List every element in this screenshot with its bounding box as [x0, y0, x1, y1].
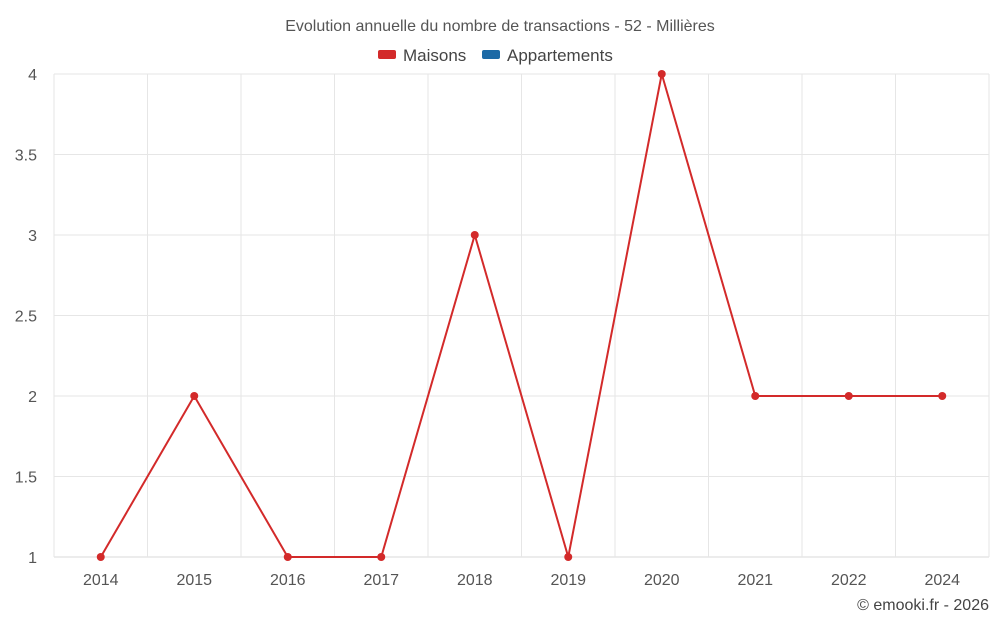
data-point[interactable] [470, 231, 479, 239]
data-point[interactable] [564, 553, 573, 561]
grid [53, 73, 990, 558]
legend-swatch-appartements [482, 50, 500, 59]
y-tick-label: 2 [28, 389, 37, 406]
data-point[interactable] [938, 392, 947, 400]
x-tick-label: 2020 [644, 572, 680, 589]
credit-text: © emooki.fr - 2026 [857, 597, 989, 614]
data-point[interactable] [96, 553, 105, 561]
series [96, 70, 947, 561]
y-tick-label: 1.5 [15, 470, 37, 487]
legend-item-appartements[interactable]: Appartements [482, 46, 613, 65]
legend[interactable]: Maisons Appartements [378, 46, 613, 65]
x-tick-label: 2022 [831, 572, 867, 589]
y-tick-label: 1 [28, 550, 37, 567]
data-point[interactable] [190, 392, 199, 400]
x-tick-label: 2019 [550, 572, 586, 589]
axes: 1 1.5 2 2.5 3 3.5 4 2014 2015 2016 2017 2018 2019 202… [15, 67, 960, 589]
chart-title: Evolution annuelle du nombre de transact… [285, 18, 715, 35]
data-point[interactable] [844, 392, 853, 400]
data-point[interactable] [377, 553, 386, 561]
data-point[interactable] [283, 553, 292, 561]
y-tick-label: 4 [28, 67, 37, 84]
y-tick-label: 2.5 [15, 309, 37, 326]
x-tick-label: 2018 [457, 572, 493, 589]
data-point[interactable] [751, 392, 760, 400]
legend-swatch-maisons [378, 50, 396, 59]
legend-label-maisons: Maisons [403, 46, 466, 65]
x-tick-label: 2021 [737, 572, 773, 589]
x-tick-label: 2024 [924, 572, 960, 589]
x-tick-label: 2014 [83, 572, 119, 589]
data-point[interactable] [657, 70, 666, 78]
series-line-maisons [99, 73, 943, 558]
x-tick-label: 2016 [270, 572, 306, 589]
y-tick-label: 3 [28, 228, 37, 245]
x-tick-label: 2017 [363, 572, 399, 589]
x-tick-label: 2015 [176, 572, 212, 589]
legend-label-appartements: Appartements [507, 46, 613, 65]
legend-item-maisons[interactable]: Maisons [378, 46, 466, 65]
y-tick-label: 3.5 [15, 148, 37, 165]
